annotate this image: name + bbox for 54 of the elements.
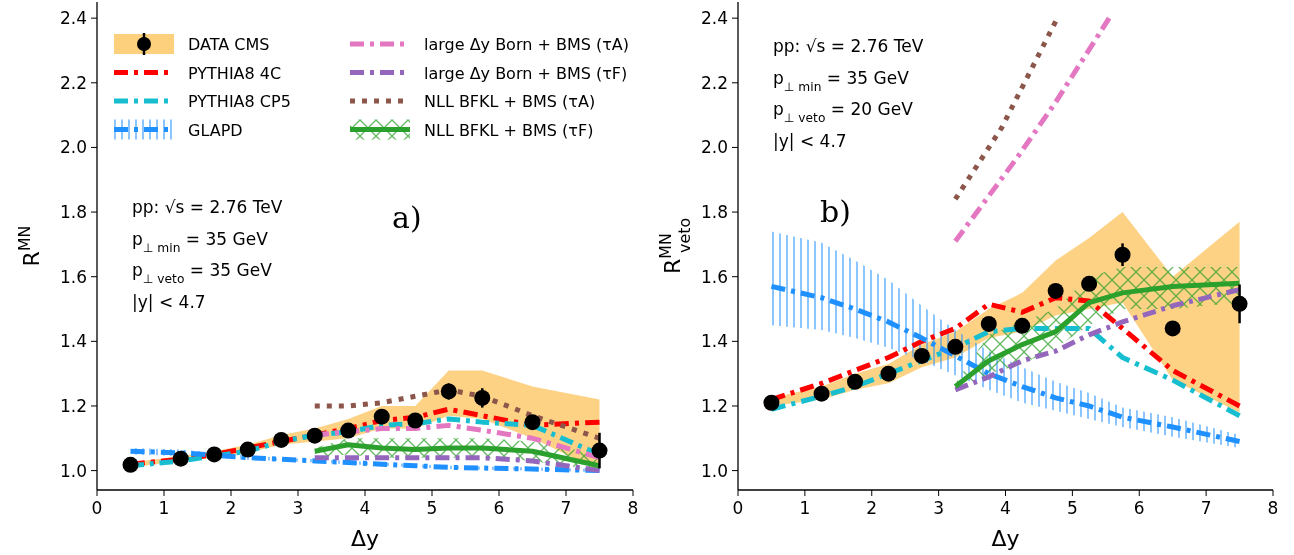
y-tick-label: 1.6: [700, 266, 728, 287]
x-tick-label: 7: [560, 498, 572, 518]
x-axis-title: Δy: [991, 526, 1020, 551]
x-tick-label: 5: [1066, 498, 1078, 518]
y-tick-label: 1.0: [700, 460, 728, 481]
x-tick-label: 2: [225, 498, 237, 518]
y-tick-label: 1.8: [700, 202, 728, 223]
x-tick-label: 4: [1000, 498, 1011, 518]
y-tick-label: 1.2: [700, 395, 728, 416]
annotation: a): [392, 200, 422, 235]
y-tick-label: 2.4: [59, 8, 87, 29]
x-axis-title: Δy: [350, 526, 380, 551]
y-tick-label: 1.2: [59, 395, 87, 416]
y-tick-label: 2.0: [59, 137, 87, 158]
y-tick-label: 2.0: [700, 137, 728, 158]
y-tick-label: 2.2: [59, 72, 87, 93]
x-tick-label: 4: [359, 498, 371, 518]
y-tick-label: 1.8: [59, 202, 87, 223]
y-tick-label: 1.0: [59, 460, 87, 481]
x-tick-label: 8: [627, 498, 639, 518]
x-tick-label: 5: [426, 498, 438, 518]
x-tick-label: 6: [1133, 498, 1145, 518]
x-tick-label: 1: [799, 498, 811, 518]
annotation: pp: √s = 2.76 TeV: [773, 36, 924, 56]
legend-label: NLL BFKL + BMS (τF): [424, 120, 594, 140]
x-tick-label: 2: [866, 498, 878, 518]
legend-label: PYTHIA8 CP5: [188, 92, 291, 111]
x-tick-label: 0: [91, 498, 103, 518]
y-tick-label: 1.6: [59, 266, 87, 287]
y-tick-label: 2.2: [700, 72, 728, 93]
y-tick-label: 2.4: [700, 8, 728, 29]
legend-label: large Δy Born + BMS (τF): [424, 63, 628, 83]
x-tick-label: 3: [933, 498, 945, 518]
x-tick-label: 7: [1200, 498, 1212, 518]
legend-label: DATA CMS: [188, 35, 270, 54]
annotation: |y| < 4.7: [773, 130, 847, 151]
annotation: |y| < 4.7: [132, 291, 206, 312]
annotation: pp: √s = 2.76 TeV: [132, 197, 283, 217]
x-tick-label: 0: [732, 498, 744, 518]
legend-label: large Δy Born + BMS (τA): [424, 35, 629, 54]
annotation: b): [820, 194, 851, 229]
x-tick-label: 6: [493, 498, 505, 518]
y-tick-label: 1.4: [700, 331, 728, 352]
y-tick-label: 1.4: [59, 331, 87, 352]
legend-label: PYTHIA8 4C: [188, 63, 282, 83]
x-tick-label: 3: [292, 498, 304, 518]
x-tick-label: 8: [1267, 498, 1279, 518]
annotation: p$_{⊥ veto}$ = 20 GeV: [773, 99, 914, 125]
x-tick-label: 1: [158, 498, 170, 518]
legend-label: NLL BFKL + BMS (τA): [424, 92, 596, 111]
legend-label: GLAPD: [188, 120, 243, 140]
annotation: p$_{⊥ veto}$ = 35 GeV: [132, 260, 273, 286]
annotation: p$_{⊥ min}$ = 35 GeV: [773, 67, 910, 94]
annotation: p$_{⊥ min}$ = 35 GeV: [132, 228, 269, 255]
